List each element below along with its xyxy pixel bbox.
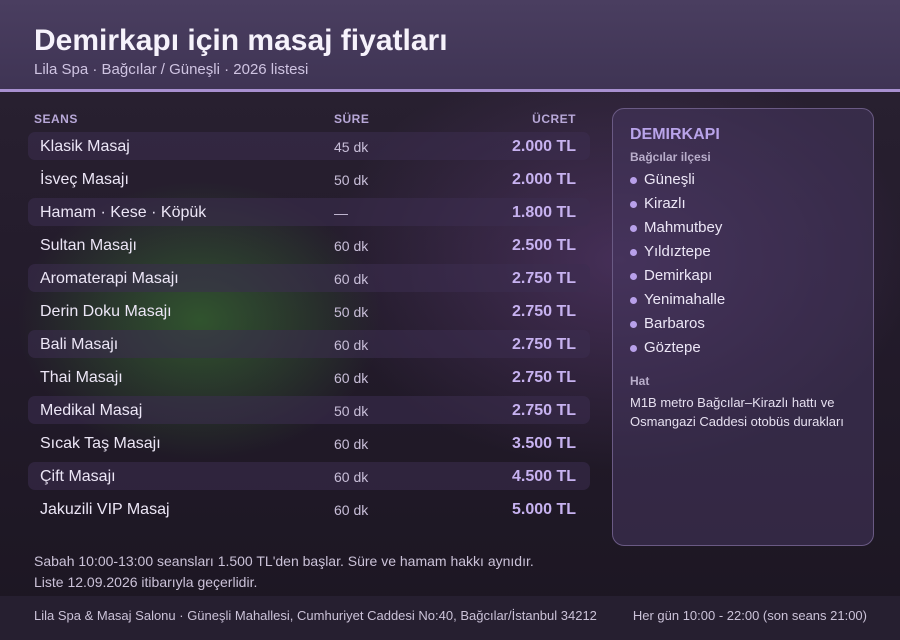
neighborhood-name: Barbaros	[644, 315, 705, 332]
table-row: Sultan Masajı 60 dk 2.500 TL	[28, 231, 590, 259]
price-note: Sabah 10:00-13:00 seansları 1.500 TL'den…	[34, 551, 534, 593]
table-row: Klasik Masaj 45 dk 2.000 TL	[28, 132, 590, 160]
service-name: Sultan Masajı	[40, 237, 137, 254]
list-item: Yıldıztepe	[630, 243, 725, 267]
service-duration: —	[334, 205, 348, 221]
service-name: Bali Masajı	[40, 336, 119, 353]
table-row: Bali Masajı 60 dk 2.750 TL	[28, 330, 590, 358]
neighborhood-list: Güneşli Kirazlı Mahmutbey Yıldıztepe Dem…	[630, 171, 725, 363]
bullet-icon	[630, 177, 637, 184]
table-row: Aromaterapi Masajı 60 dk 2.750 TL	[28, 264, 590, 292]
service-name: Medikal Masaj	[40, 402, 143, 419]
column-header-session: SEANS	[34, 112, 78, 126]
page-header: Demirkapı için masaj fiyatları Lila Spa …	[0, 0, 900, 92]
service-duration: 60 dk	[334, 469, 369, 485]
bullet-icon	[630, 201, 637, 208]
service-duration: 50 dk	[334, 172, 369, 188]
service-name: İsveç Masajı	[40, 171, 129, 188]
bullet-icon	[630, 273, 637, 280]
list-item: Kirazlı	[630, 195, 725, 219]
service-price: 2.750 TL	[511, 336, 576, 353]
service-price: 2.750 TL	[511, 369, 576, 386]
neighborhood-name: Kirazlı	[644, 195, 686, 212]
service-name: Aromaterapi Masajı	[40, 270, 179, 287]
price-table: Klasik Masaj 45 dk 2.000 TL İsveç Masajı…	[28, 132, 590, 528]
panel-title: DEMIRKAPI	[630, 126, 720, 143]
list-item: Demirkapı	[630, 267, 725, 291]
neighborhood-name: Göztepe	[644, 339, 701, 356]
service-name: Jakuzili VIP Masaj	[40, 501, 170, 518]
footer-address: Lila Spa & Masaj Salonu · Güneşli Mahall…	[34, 608, 597, 623]
neighborhood-name: Güneşli	[644, 171, 695, 188]
service-price: 1.800 TL	[511, 204, 576, 221]
transport-label: Hat	[630, 374, 650, 388]
list-item: Yenimahalle	[630, 291, 725, 315]
page-title: Demirkapı için masaj fiyatları	[34, 24, 448, 57]
table-row: Sıcak Taş Masajı 60 dk 3.500 TL	[28, 429, 590, 457]
bullet-icon	[630, 225, 637, 232]
table-row: Çift Masajı 60 dk 4.500 TL	[28, 462, 590, 490]
service-duration: 60 dk	[334, 271, 369, 287]
bullet-icon	[630, 249, 637, 256]
neighborhood-name: Yıldıztepe	[644, 243, 711, 260]
service-price: 2.500 TL	[511, 237, 576, 254]
service-name: Derin Doku Masajı	[40, 303, 172, 320]
service-price: 2.750 TL	[511, 402, 576, 419]
district-panel: DEMIRKAPI Bağcılar ilçesi Güneşli Kirazl…	[612, 108, 874, 546]
table-row: Jakuzili VIP Masaj 60 dk 5.000 TL	[28, 495, 590, 523]
service-name: Klasik Masaj	[40, 138, 130, 155]
service-price: 2.000 TL	[511, 171, 576, 188]
neighborhood-name: Demirkapı	[644, 267, 713, 284]
page-footer: Lila Spa & Masaj Salonu · Güneşli Mahall…	[0, 596, 900, 640]
service-name: Sıcak Taş Masajı	[40, 435, 161, 452]
service-price: 2.750 TL	[511, 270, 576, 287]
list-item: Göztepe	[630, 339, 725, 363]
service-duration: 50 dk	[334, 403, 369, 419]
list-item: Güneşli	[630, 171, 725, 195]
table-row: Thai Masajı 60 dk 2.750 TL	[28, 363, 590, 391]
service-price: 3.500 TL	[511, 435, 576, 452]
service-duration: 60 dk	[334, 337, 369, 353]
service-price: 5.000 TL	[511, 501, 576, 518]
bullet-icon	[630, 345, 637, 352]
neighborhood-name: Yenimahalle	[644, 291, 726, 308]
service-price: 4.500 TL	[511, 468, 576, 485]
service-duration: 60 dk	[334, 238, 369, 254]
bullet-icon	[630, 321, 637, 328]
service-name: Hamam · Kese · Köpük	[40, 204, 207, 221]
transport-text: M1B metro Bağcılar–Kirazlı hattı ve Osma…	[630, 395, 844, 429]
panel-subtitle: Bağcılar ilçesi	[630, 150, 711, 164]
service-duration: 50 dk	[334, 304, 369, 320]
table-row: Hamam · Kese · Köpük — 1.800 TL	[28, 198, 590, 226]
list-item: Mahmutbey	[630, 219, 725, 243]
footer-hours: Her gün 10:00 - 22:00 (son seans 21:00)	[632, 608, 867, 623]
service-duration: 60 dk	[334, 502, 369, 518]
list-item: Barbaros	[630, 315, 725, 339]
neighborhood-name: Mahmutbey	[644, 219, 723, 236]
service-duration: 60 dk	[334, 436, 369, 452]
service-duration: 45 dk	[334, 139, 369, 155]
service-name: Çift Masajı	[40, 468, 116, 485]
table-row: İsveç Masajı 50 dk 2.000 TL	[28, 165, 590, 193]
service-price: 2.750 TL	[511, 303, 576, 320]
note-line: Sabah 10:00-13:00 seansları 1.500 TL'den…	[34, 553, 534, 569]
service-price: 2.000 TL	[511, 138, 576, 155]
service-duration: 60 dk	[334, 370, 369, 386]
bullet-icon	[630, 297, 637, 304]
table-row: Medikal Masaj 50 dk 2.750 TL	[28, 396, 590, 424]
column-header-price: ÜCRET	[532, 112, 576, 126]
page-subtitle: Lila Spa · Bağcılar / Güneşli · 2026 lis…	[34, 61, 309, 78]
table-row: Derin Doku Masajı 50 dk 2.750 TL	[28, 297, 590, 325]
column-header-duration: SÜRE	[334, 112, 370, 126]
service-name: Thai Masajı	[40, 369, 123, 386]
note-line: Liste 12.09.2026 itibarıyla geçerlidir.	[34, 574, 258, 590]
